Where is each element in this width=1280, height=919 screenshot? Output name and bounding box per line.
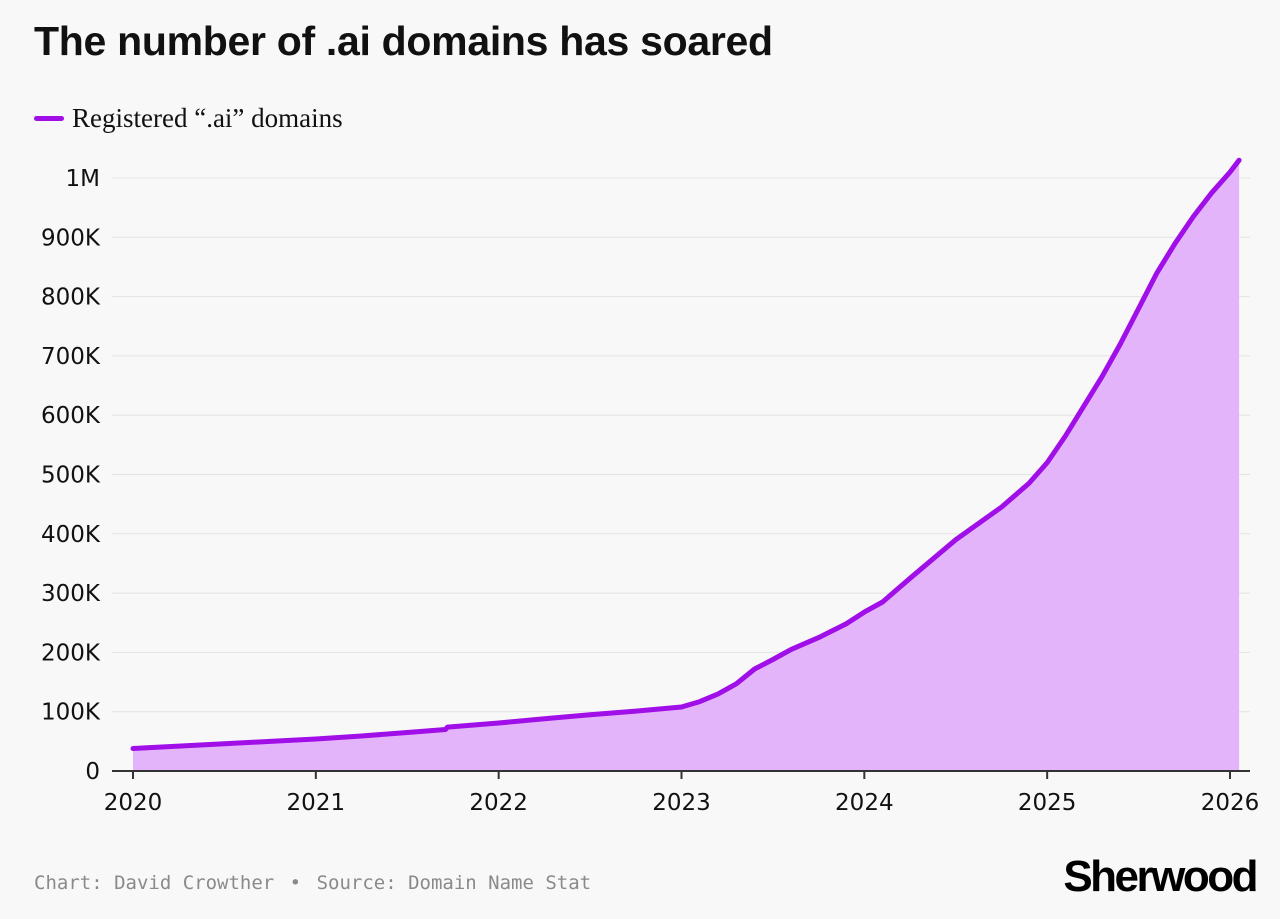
y-tick-label: 0 (85, 759, 100, 785)
series-fill (133, 160, 1240, 771)
y-axis-labels: 0 100K 200K 300K 400K 500K 600K 700K 800K 900K 1M (41, 166, 101, 785)
legend-label: Registered “.ai” domains (72, 103, 343, 133)
chart-source: Source: Domain Name Stat (316, 872, 592, 894)
legend-swatch (34, 116, 64, 121)
series-area (130, 157, 1242, 771)
y-tick-label: 100K (41, 700, 101, 726)
chart-footer: Chart: David Crowther • Source: Domain N… (34, 872, 591, 894)
x-tick-label: 2020 (104, 790, 163, 816)
y-tick-label: 800K (41, 285, 101, 311)
legend: Registered “.ai” domains (34, 103, 343, 134)
y-tick-label: 200K (41, 640, 101, 666)
y-tick-label: 600K (41, 403, 101, 429)
y-tick-label: 400K (41, 522, 101, 548)
x-tick-label: 2026 (1201, 790, 1260, 816)
x-tick-label: 2022 (469, 790, 528, 816)
series-line (130, 157, 1242, 751)
chart-credit: Chart: David Crowther (34, 872, 275, 894)
footer-separator: • (289, 872, 302, 894)
x-axis-labels: 2020 2021 2022 2023 2024 2025 2026 (104, 790, 1260, 816)
x-tick-label: 2025 (1018, 790, 1077, 816)
y-tick-label: 900K (41, 225, 101, 251)
x-tick-label: 2024 (835, 790, 894, 816)
y-tick-label: 1M (66, 166, 100, 192)
x-axis (112, 770, 1250, 779)
y-tick-label: 300K (41, 581, 101, 607)
x-tick-label: 2021 (287, 790, 346, 816)
x-tick-label: 2023 (652, 790, 711, 816)
y-tick-label: 500K (41, 463, 101, 489)
chart-title: The number of .ai domains has soared (34, 18, 773, 64)
y-tick-label: 700K (41, 344, 101, 370)
brand-logo[interactable]: Sherwood (1063, 852, 1258, 901)
